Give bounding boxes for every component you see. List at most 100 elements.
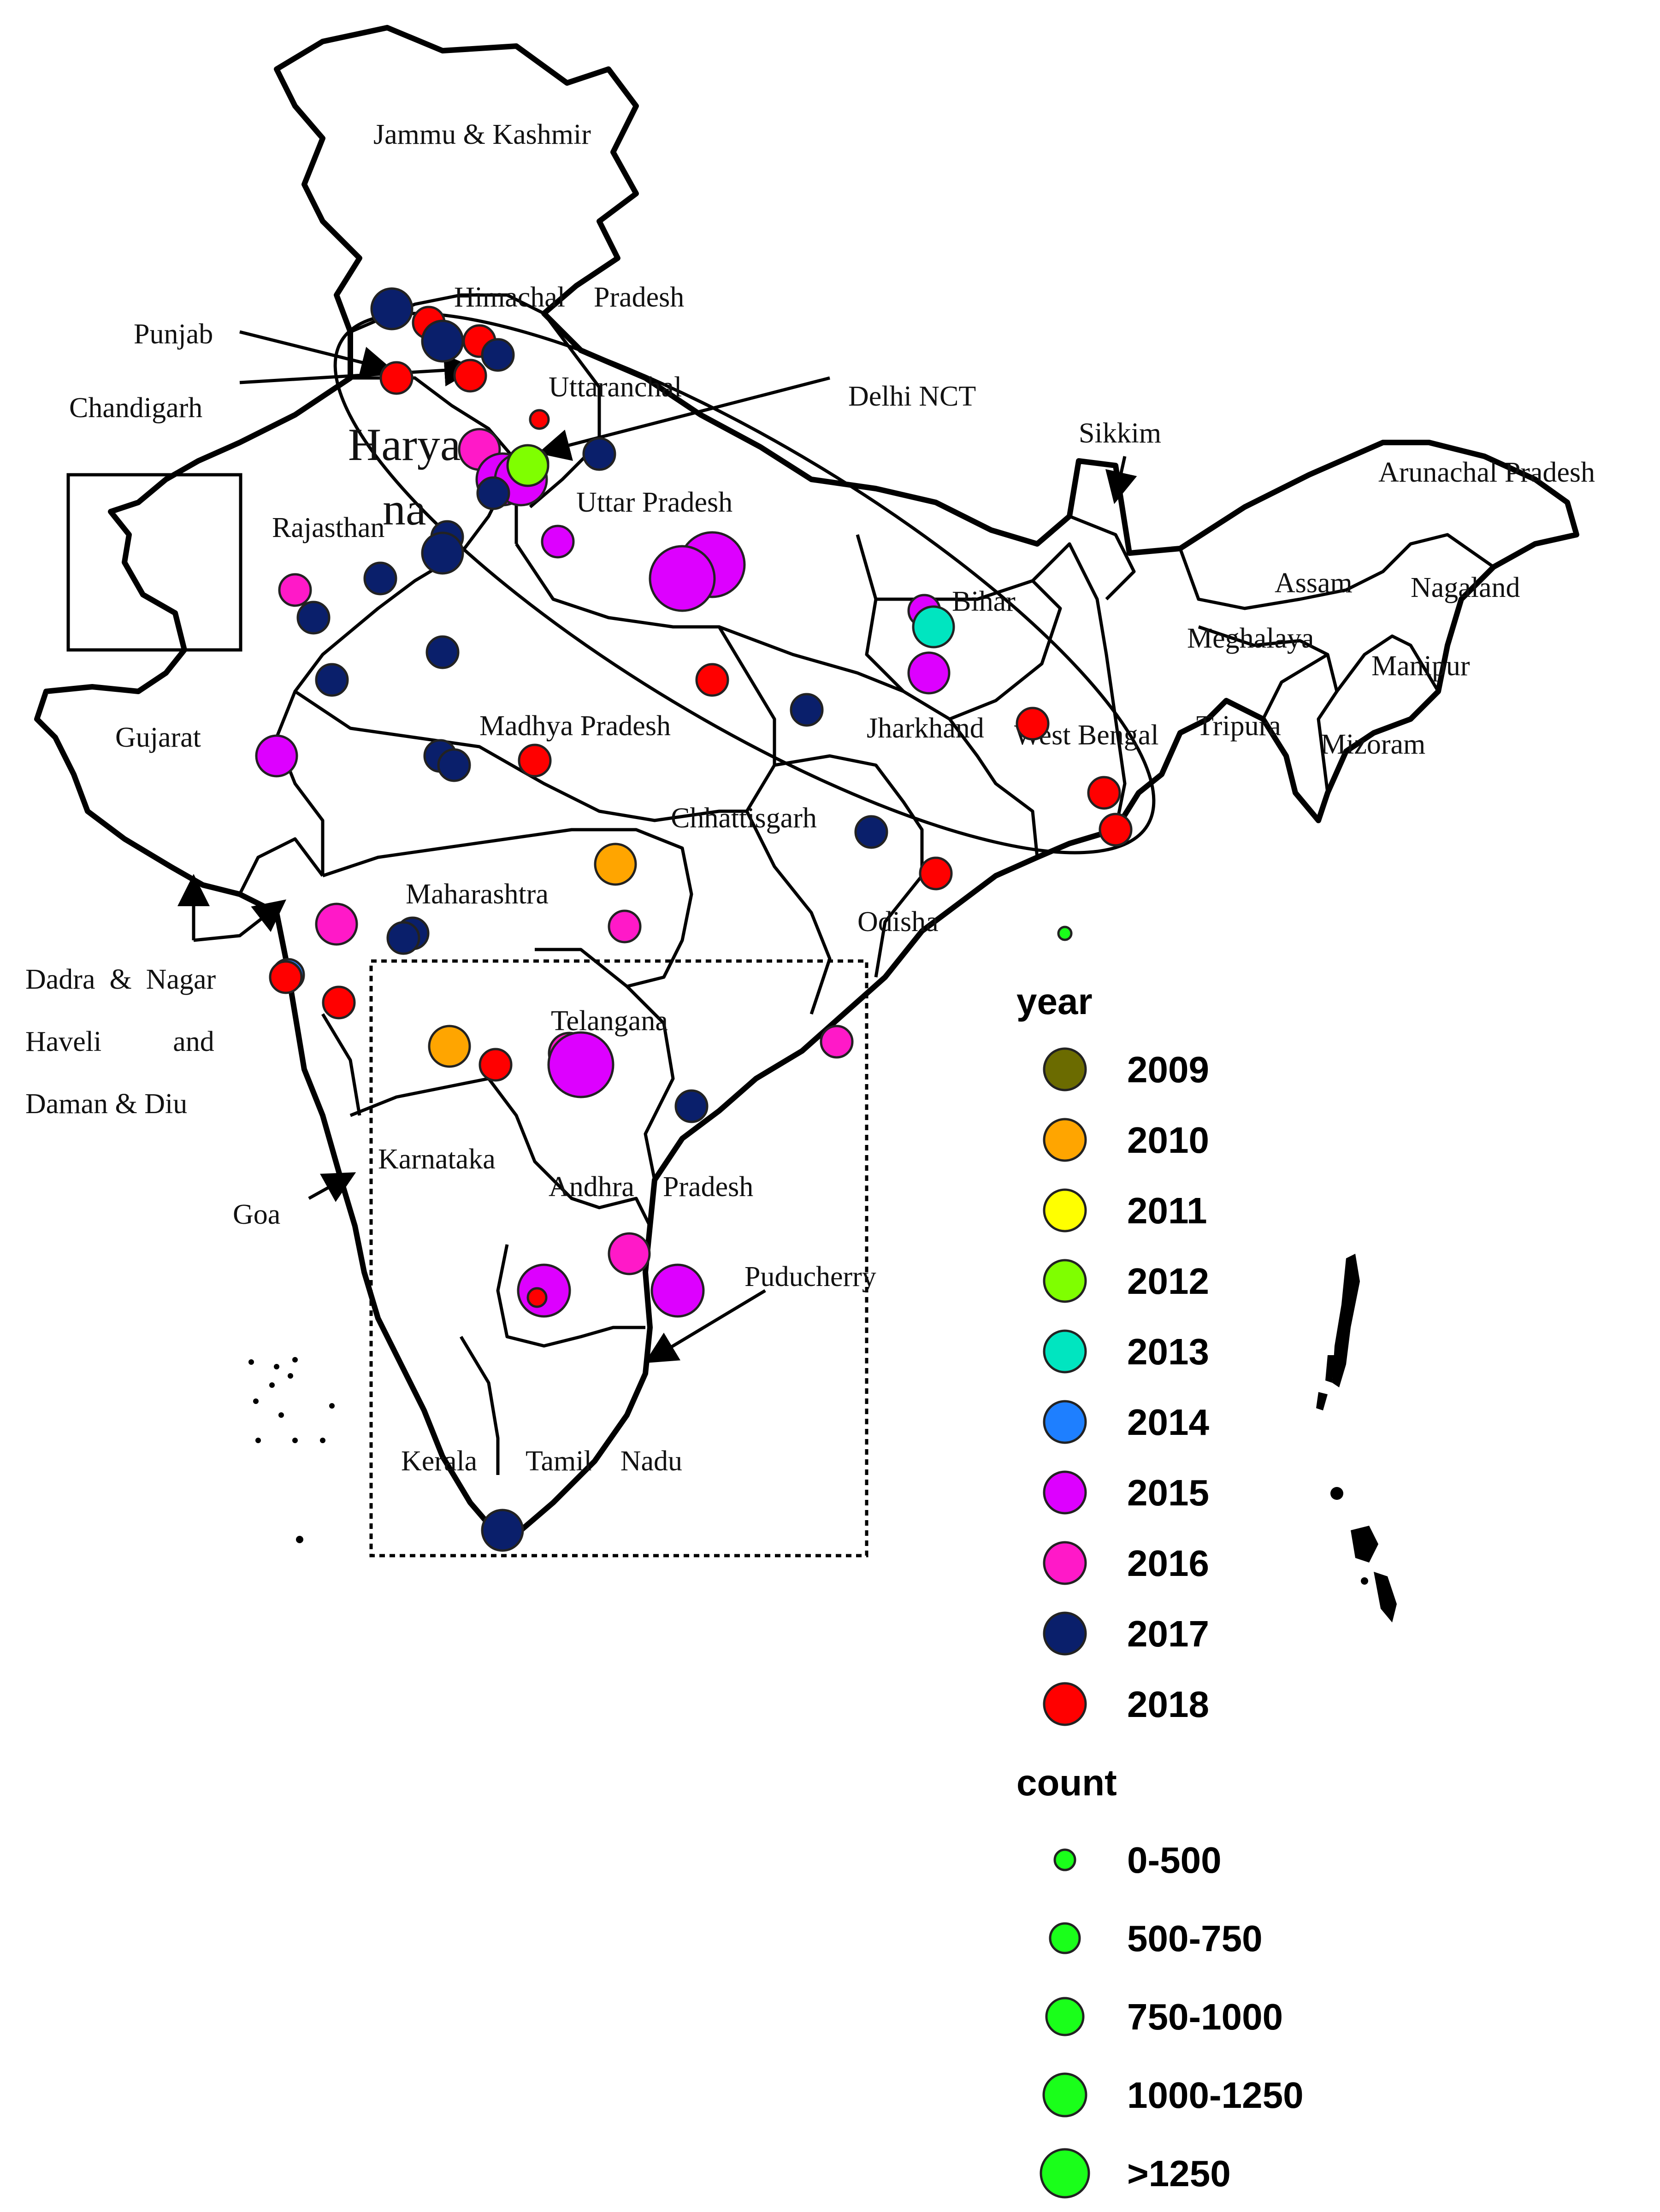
data-point-2015	[255, 734, 298, 778]
data-point-2017	[370, 287, 414, 330]
data-point-2016	[315, 902, 358, 946]
label-maharashtra: Maharashtra	[406, 879, 549, 910]
legend: year 2009 2010 2011 2012 2013 2014 2015 2016 201…	[1016, 981, 1304, 2199]
legend-year-swatch	[1043, 1682, 1087, 1726]
india-outline	[34, 25, 1579, 1538]
legend-count-swatch	[1040, 2148, 1090, 2199]
data-point-2017	[481, 338, 515, 372]
legend-count-label: 0-500	[1127, 1840, 1222, 1881]
data-point-2018	[1016, 707, 1050, 741]
data-point-2017	[674, 1089, 709, 1123]
legend-year-label: 2015	[1127, 1472, 1209, 1513]
data-point-2018	[379, 361, 414, 395]
state-boundaries	[238, 293, 1495, 1475]
label-kerala: Kerala	[401, 1445, 477, 1477]
data-point-2018	[529, 409, 550, 430]
data-point-2017	[854, 815, 888, 849]
legend-year-label: 2016	[1127, 1543, 1209, 1584]
label-odisha: Odisha	[857, 906, 939, 938]
state-labels: Jammu & Kashmir Himachal Pradesh Punjab …	[25, 119, 1595, 1477]
label-jharkhand: Jharkhand	[867, 713, 984, 744]
data-point-2015	[649, 545, 716, 612]
legend-year-swatch	[1043, 1188, 1087, 1233]
label-haryana-2: na	[383, 484, 426, 535]
legend-count-label: 1000-1250	[1127, 2075, 1304, 2116]
data-point-2015	[650, 1263, 705, 1318]
label-haryana-1: Harya	[348, 419, 461, 470]
data-point-2018	[1099, 813, 1133, 847]
label-puducherry: Puducherry	[744, 1261, 876, 1292]
legend-year-label: 2010	[1127, 1120, 1209, 1161]
label-karnataka: Karnataka	[378, 1144, 496, 1175]
andaman-nicobar-islands	[1316, 1254, 1397, 1622]
highlight-ellipse-north	[333, 312, 1156, 855]
legend-count-label: >1250	[1127, 2153, 1231, 2194]
label-dadra-1: Dadra & Nagar	[25, 964, 216, 995]
data-point-2018	[269, 960, 303, 994]
data-point-2016	[820, 1025, 854, 1059]
label-assam: Assam	[1275, 567, 1353, 599]
data-point-2017	[481, 1509, 524, 1552]
data-point-2013	[912, 605, 955, 649]
legend-count-swatch	[1042, 2072, 1087, 2118]
data-point-2016	[278, 573, 312, 607]
label-nagaland: Nagaland	[1411, 572, 1520, 603]
legend-year-swatch	[1043, 1470, 1087, 1515]
data-point-2017	[386, 921, 420, 955]
legend-year-label: 2017	[1127, 1613, 1209, 1654]
legend-year-label: 2009	[1127, 1049, 1209, 1090]
label-chhattisgarh: Chhattisgarh	[671, 802, 817, 834]
data-points	[255, 287, 1133, 1552]
data-point-2018	[1087, 776, 1121, 810]
data-point-2018	[695, 663, 729, 697]
data-point-2018	[919, 856, 953, 891]
label-uttaranchal: Uttaranchal	[549, 372, 682, 403]
label-andhra: Andhra Pradesh	[549, 1171, 753, 1203]
legend-year-label: 2014	[1127, 1402, 1209, 1443]
label-dadra-3: Daman & Diu	[25, 1088, 187, 1120]
data-point-2018	[322, 985, 356, 1020]
legend-count-label: 750-1000	[1127, 1996, 1283, 2037]
legend-count-swatch	[1049, 1922, 1081, 1954]
legend-year-label: 2011	[1127, 1190, 1207, 1231]
data-point-2017	[476, 476, 510, 510]
data-point-2012	[506, 444, 549, 487]
data-point-2017	[582, 437, 616, 471]
label-rajasthan: Rajasthan	[272, 512, 385, 543]
data-point-2010	[594, 843, 637, 886]
data-point-2017	[425, 635, 460, 669]
legend-count-swatch	[1053, 1848, 1076, 1871]
legend-year-swatch	[1043, 1259, 1087, 1303]
label-tamil-nadu: Tamil Nadu	[526, 1445, 682, 1477]
legend-year-swatch	[1043, 1541, 1087, 1585]
label-meghalaya: Meghalaya	[1187, 623, 1314, 654]
label-dadra-2: Haveli and	[25, 1026, 214, 1057]
label-himachal: Himachal Pradesh	[454, 282, 684, 313]
data-point-2017	[790, 693, 824, 727]
legend-year-label: 2018	[1127, 1684, 1209, 1725]
label-jammu-kashmir: Jammu & Kashmir	[373, 119, 591, 150]
label-tripura: Tripura	[1196, 710, 1281, 742]
lakshadweep-islands	[248, 1357, 335, 1543]
legend-year-swatch	[1043, 1118, 1087, 1162]
data-point-2018	[526, 1287, 548, 1308]
legend-year-swatch	[1043, 1400, 1087, 1444]
legend-count-label: 500-750	[1127, 1918, 1263, 1959]
label-arunachal: Arunachal Pradesh	[1378, 457, 1595, 488]
label-delhi: Delhi NCT	[848, 381, 976, 412]
label-manipur: Manipur	[1371, 650, 1470, 682]
data-point-2018	[479, 1048, 513, 1082]
data-point-2015	[547, 1031, 614, 1098]
data-point-2017	[437, 748, 471, 782]
label-gujarat: Gujarat	[115, 722, 201, 753]
data-point-2015	[907, 651, 951, 695]
legend-count-title: count	[1016, 1762, 1117, 1803]
legend-year-swatch	[1043, 1047, 1087, 1091]
label-sikkim: Sikkim	[1079, 418, 1161, 449]
legend-year-label: 2013	[1127, 1331, 1209, 1372]
label-telangana: Telangana	[551, 1005, 668, 1037]
data-point-2017	[363, 561, 397, 596]
legend-year-label: 2012	[1127, 1261, 1209, 1302]
highlight-box-kutch	[66, 473, 242, 652]
